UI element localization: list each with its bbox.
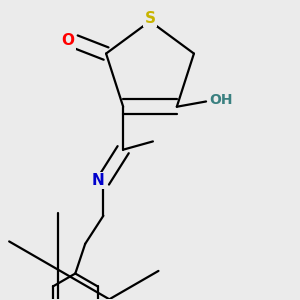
Text: N: N — [92, 173, 104, 188]
Text: O: O — [61, 33, 74, 48]
Text: OH: OH — [209, 93, 233, 107]
Text: S: S — [145, 11, 155, 26]
